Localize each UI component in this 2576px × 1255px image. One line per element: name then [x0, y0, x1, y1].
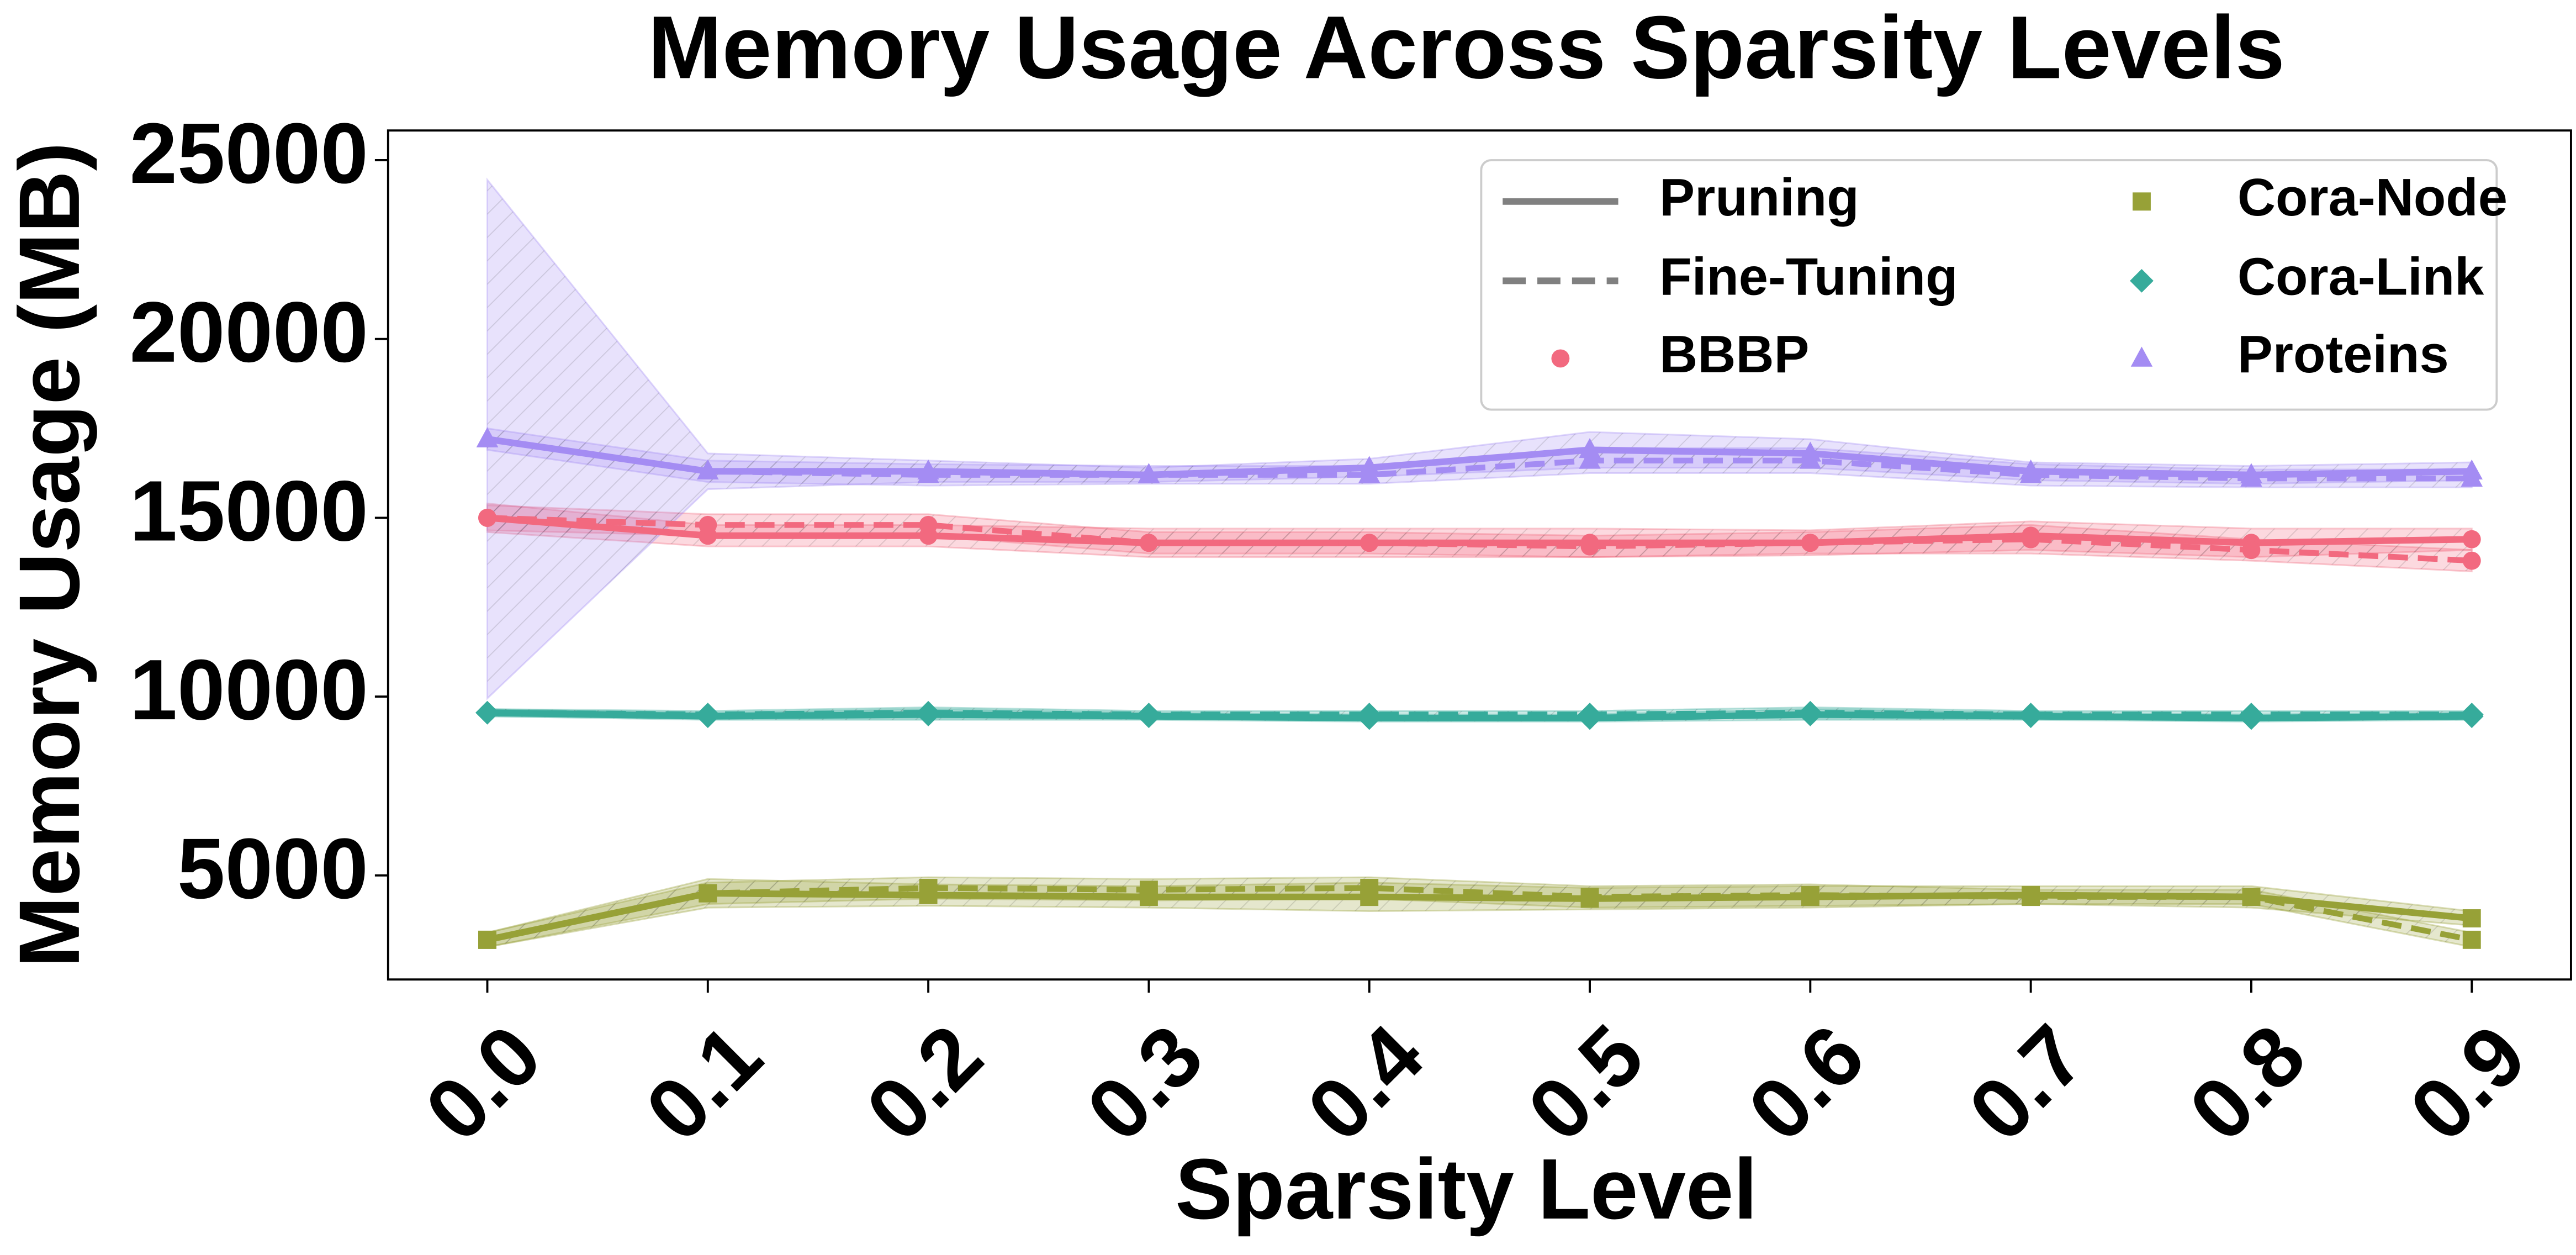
- marker: [2240, 466, 2262, 487]
- y-tick-label: 5000: [177, 820, 368, 916]
- marker: [699, 884, 717, 903]
- marker: [2462, 909, 2481, 927]
- y-tick-label: 15000: [130, 462, 368, 558]
- marker: [699, 515, 717, 534]
- marker: [2462, 530, 2481, 549]
- marker: [916, 700, 940, 725]
- marker: [478, 508, 496, 527]
- x-tick-label: 0.2: [848, 1006, 1000, 1159]
- x-tick-label: 0.7: [1950, 1006, 2103, 1159]
- chart-title: Memory Usage Across Sparsity Levels: [648, 0, 2285, 97]
- x-tick-label: 0.5: [1509, 1006, 1662, 1159]
- std-band-hatch: [487, 505, 2472, 572]
- x-tick-label: 0.0: [407, 1006, 559, 1159]
- legend-label: Pruning: [1659, 168, 1859, 227]
- marker: [478, 930, 496, 949]
- marker: [1139, 880, 1158, 899]
- marker: [1579, 438, 1601, 458]
- x-axis-label: Sparsity Level: [1175, 1141, 1757, 1237]
- y-tick-label: 10000: [130, 641, 368, 737]
- line: [487, 710, 2472, 718]
- x-tick-label: 0.8: [2171, 1006, 2323, 1159]
- x-tick-label: 0.9: [2391, 1006, 2543, 1159]
- legend-marker: [2130, 346, 2153, 367]
- y-tick-label: 25000: [130, 105, 368, 201]
- marker: [2022, 530, 2040, 549]
- y-tick-label: 20000: [130, 284, 368, 380]
- marker: [1139, 534, 1158, 552]
- marker: [1580, 888, 1599, 906]
- x-tick-label: 0.3: [1069, 1006, 1221, 1159]
- marker: [1138, 463, 1160, 483]
- marker: [2462, 551, 2481, 570]
- marker: [2462, 930, 2481, 949]
- legend-box: [1480, 159, 2498, 411]
- plot-area: [475, 177, 2484, 949]
- marker: [919, 515, 938, 534]
- marker: [697, 459, 719, 480]
- x-tick-label: 0.4: [1289, 1006, 1441, 1159]
- legend-label: BBBP: [1659, 325, 1809, 384]
- marker: [1801, 534, 1819, 552]
- legend-marker: [1551, 349, 1570, 368]
- marker: [2459, 703, 2484, 726]
- y-axis-label: Memory Usage (MB): [1, 142, 97, 968]
- marker: [2019, 463, 2042, 483]
- marker: [2019, 703, 2043, 726]
- x-tick-label: 0.6: [1730, 1006, 1882, 1159]
- marker: [475, 700, 499, 725]
- legend-label: Cora-Node: [2238, 168, 2508, 227]
- marker: [1360, 879, 1379, 897]
- marker: [1360, 534, 1379, 552]
- x-tick-label: 0.1: [627, 1006, 780, 1159]
- marker: [1357, 703, 1382, 726]
- marker: [1801, 885, 1819, 904]
- legend-label: Fine-Tuning: [1659, 247, 1958, 307]
- marker: [476, 427, 499, 447]
- line: [486, 436, 2472, 482]
- marker: [2242, 888, 2261, 906]
- marker: [1137, 703, 1161, 726]
- marker: [1358, 463, 1380, 483]
- marker: [1798, 700, 1822, 725]
- legend-label: Proteins: [2238, 325, 2449, 384]
- marker: [2022, 888, 2040, 906]
- marker: [1578, 703, 1602, 726]
- legend-label: Cora-Link: [2238, 247, 2484, 307]
- line: [486, 885, 2473, 943]
- plot-frame: [387, 129, 2572, 981]
- marker: [1580, 537, 1599, 556]
- line: [487, 515, 2472, 564]
- marker: [2239, 703, 2263, 726]
- marker: [919, 879, 938, 897]
- marker: [696, 703, 720, 726]
- marker: [917, 463, 939, 483]
- marker: [2461, 466, 2483, 487]
- marker: [2242, 541, 2261, 560]
- marker: [1799, 449, 1822, 469]
- line: [486, 890, 2472, 943]
- marker: [1579, 449, 1601, 469]
- legend-marker: [2133, 192, 2151, 211]
